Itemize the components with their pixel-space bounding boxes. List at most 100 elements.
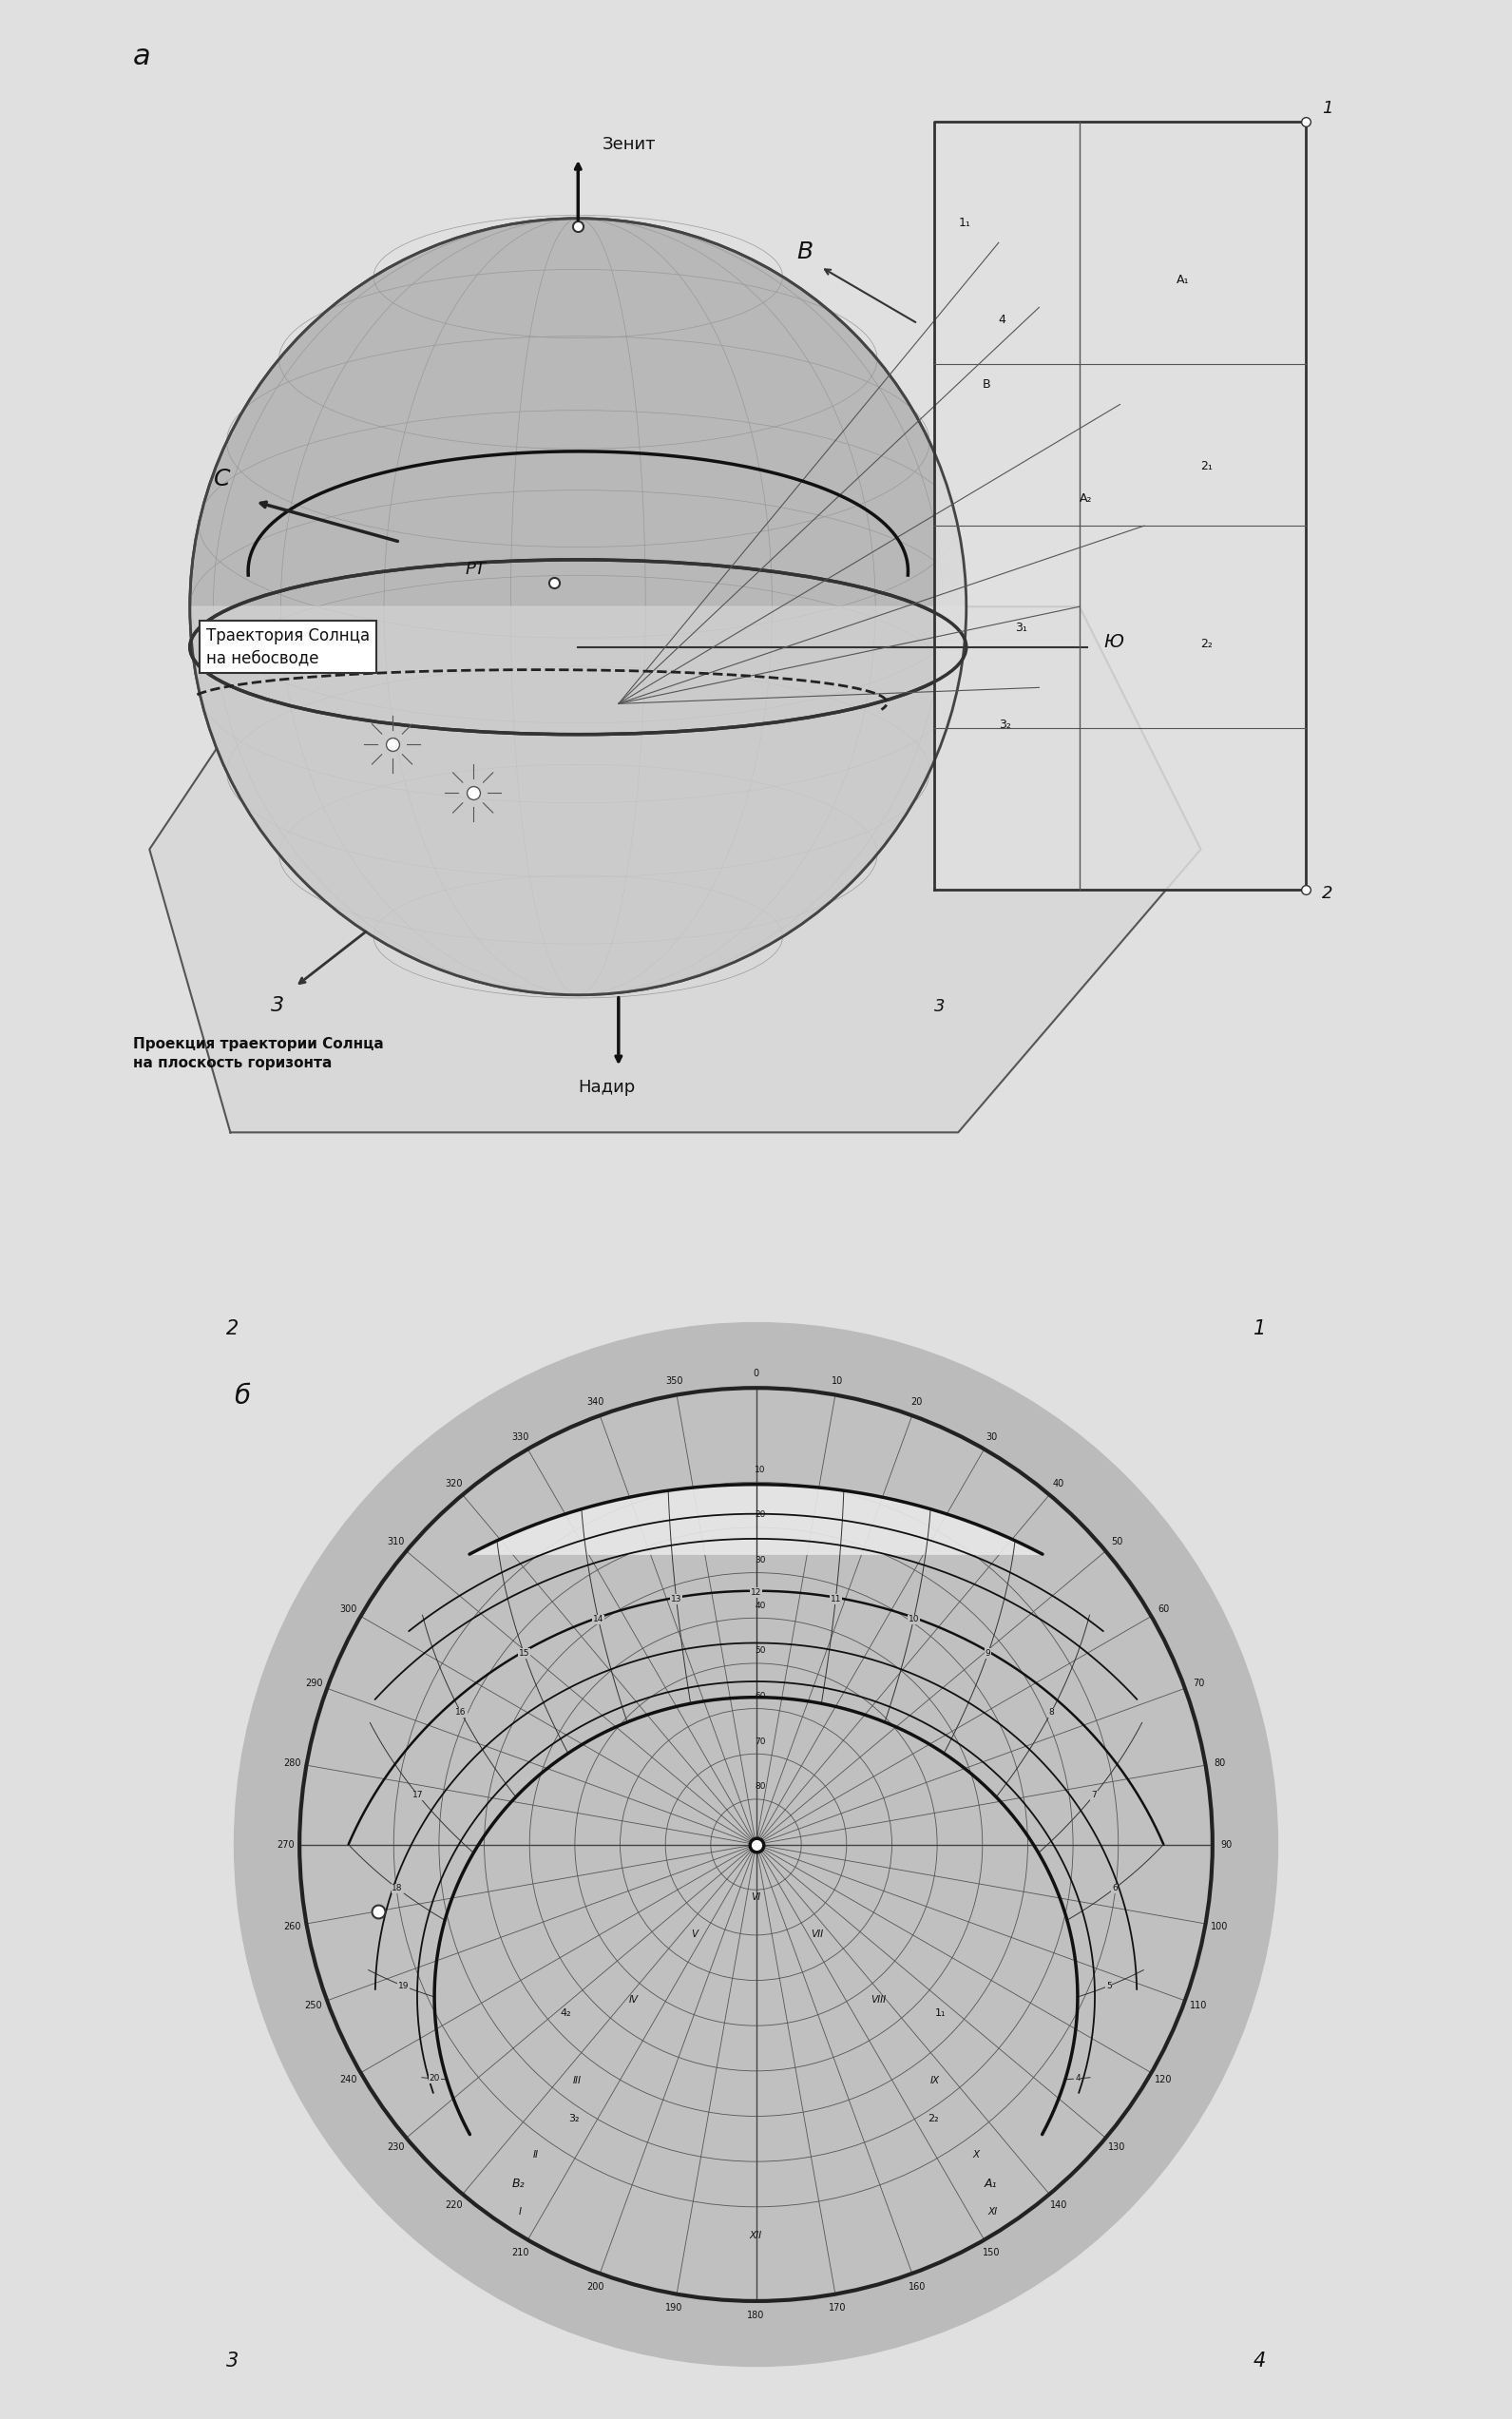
Text: а: а [133, 44, 151, 70]
Text: 20: 20 [912, 1398, 922, 1408]
Text: 340: 340 [587, 1398, 603, 1408]
Text: C: C [215, 467, 231, 491]
Text: X: X [972, 2150, 980, 2160]
Polygon shape [191, 607, 966, 994]
Text: 180: 180 [747, 2310, 765, 2320]
Text: B₂: B₂ [511, 2177, 525, 2189]
Text: VIII: VIII [871, 1996, 886, 2005]
Text: Ю: Ю [1104, 634, 1123, 651]
Text: 200: 200 [587, 2281, 603, 2291]
Text: 160: 160 [909, 2281, 925, 2291]
Text: IV: IV [629, 1996, 638, 2005]
Text: I: I [519, 2206, 522, 2216]
Text: 3₂: 3₂ [998, 718, 1012, 731]
Text: 230: 230 [387, 2143, 404, 2153]
Text: 3₁: 3₁ [1015, 622, 1027, 634]
Text: 1: 1 [1253, 1321, 1266, 1338]
Text: 8: 8 [1048, 1708, 1054, 1717]
Text: 30: 30 [986, 1432, 998, 1442]
Text: Проекция траектории Солнца
на плоскость горизонта: Проекция траектории Солнца на плоскость … [133, 1038, 384, 1072]
Text: 7: 7 [1092, 1790, 1096, 1800]
Text: 16: 16 [455, 1708, 466, 1717]
Text: 5: 5 [1107, 1981, 1111, 1991]
Text: 320: 320 [445, 1478, 463, 1488]
Text: 90: 90 [1220, 1841, 1232, 1848]
Text: 2₂: 2₂ [1201, 639, 1213, 651]
Text: РТ: РТ [464, 561, 485, 578]
Text: 3₂: 3₂ [569, 2114, 579, 2124]
Text: 4: 4 [998, 314, 1005, 327]
Text: 70: 70 [1193, 1679, 1204, 1688]
Text: 3: 3 [934, 997, 945, 1016]
Text: B: B [983, 380, 990, 392]
Text: 1₁: 1₁ [936, 2008, 947, 2017]
Text: 140: 140 [1049, 2201, 1067, 2211]
Text: 17: 17 [413, 1790, 423, 1800]
Text: 30: 30 [754, 1555, 765, 1565]
Text: 240: 240 [340, 2076, 357, 2085]
Text: A₁: A₁ [984, 2177, 996, 2189]
Text: A₁: A₁ [1176, 273, 1190, 285]
Text: Траектория Солнца
на небосводе: Траектория Солнца на небосводе [206, 627, 369, 668]
Text: VI: VI [751, 1892, 761, 1901]
Text: 220: 220 [445, 2201, 463, 2211]
Text: 1₁: 1₁ [959, 218, 971, 230]
Text: B: B [797, 242, 813, 264]
Text: 2₁: 2₁ [1201, 460, 1213, 472]
Text: 1: 1 [1321, 99, 1334, 116]
Text: 3: 3 [271, 997, 284, 1016]
Text: 0: 0 [753, 1369, 759, 1379]
Text: III: III [573, 2076, 581, 2085]
Text: 10: 10 [754, 1466, 765, 1473]
Text: 50: 50 [1111, 1536, 1122, 1546]
Text: 290: 290 [305, 1679, 322, 1688]
Text: IX: IX [930, 2076, 940, 2085]
Text: 10: 10 [909, 1616, 919, 1623]
Text: 100: 100 [1211, 1921, 1228, 1930]
Text: 18: 18 [392, 1884, 402, 1892]
Text: б: б [234, 1384, 251, 1410]
Text: 4: 4 [1253, 2351, 1266, 2371]
Text: 210: 210 [513, 2247, 529, 2257]
Text: 330: 330 [513, 1432, 529, 1442]
Text: 2: 2 [227, 1321, 239, 1338]
Circle shape [234, 1323, 1278, 2366]
Text: 120: 120 [1155, 2076, 1172, 2085]
Text: 300: 300 [340, 1604, 357, 1613]
Circle shape [299, 1389, 1213, 2300]
Text: XI: XI [987, 2206, 998, 2216]
Text: 6: 6 [1111, 1884, 1117, 1892]
Text: V: V [691, 1930, 699, 1940]
Text: 170: 170 [829, 2303, 847, 2313]
Text: 350: 350 [665, 1376, 683, 1386]
Text: A₂: A₂ [1080, 491, 1092, 503]
Text: 310: 310 [387, 1536, 404, 1546]
Text: 12: 12 [750, 1589, 762, 1597]
Text: 190: 190 [665, 2303, 683, 2313]
Text: 2₂: 2₂ [927, 2114, 939, 2124]
Text: 4₂: 4₂ [561, 2008, 572, 2017]
Polygon shape [150, 607, 1201, 1132]
Text: 2: 2 [1321, 885, 1334, 902]
Text: 110: 110 [1190, 2001, 1207, 2010]
Text: 13: 13 [671, 1594, 682, 1604]
Text: 11: 11 [830, 1594, 841, 1604]
Text: 250: 250 [305, 2001, 322, 2010]
Ellipse shape [191, 218, 966, 994]
Text: 20: 20 [429, 2076, 440, 2083]
Text: 70: 70 [754, 1737, 765, 1747]
Text: Зенит: Зенит [602, 135, 656, 152]
Text: 60: 60 [1158, 1604, 1169, 1613]
Text: 130: 130 [1108, 2143, 1125, 2153]
Text: 280: 280 [284, 1759, 301, 1768]
Text: 50: 50 [754, 1647, 765, 1655]
Text: VII: VII [810, 1930, 824, 1940]
Text: 40: 40 [754, 1601, 765, 1611]
Polygon shape [934, 121, 1306, 890]
Text: 19: 19 [398, 1981, 408, 1991]
Text: 80: 80 [754, 1783, 765, 1790]
Text: 10: 10 [832, 1376, 844, 1386]
Polygon shape [470, 1485, 1042, 1553]
Text: 20: 20 [754, 1512, 765, 1519]
Text: 15: 15 [519, 1650, 529, 1657]
